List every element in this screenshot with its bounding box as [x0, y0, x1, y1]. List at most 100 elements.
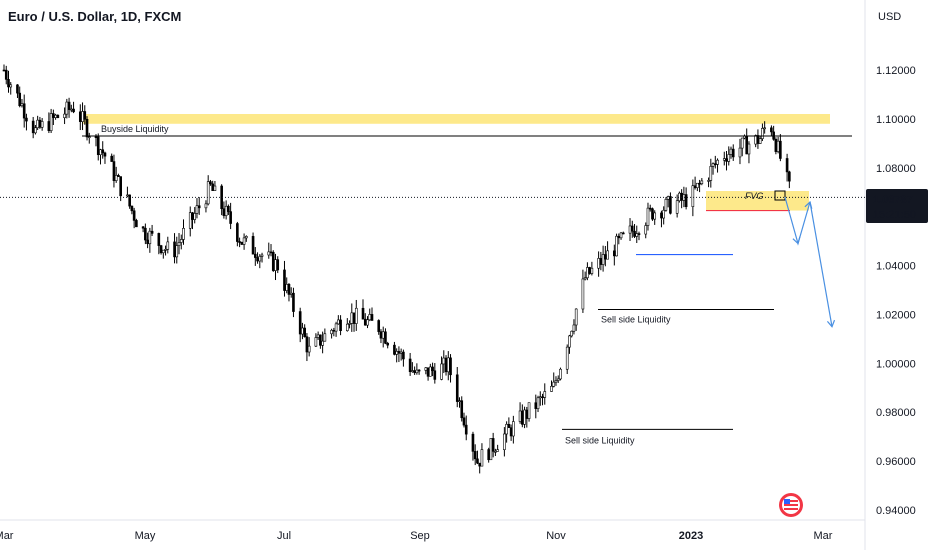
bull-candle-body	[442, 357, 446, 365]
bear-candle-body	[417, 369, 421, 372]
bull-candle-body	[267, 251, 271, 256]
bear-candle-body	[725, 158, 728, 162]
bear-candle-body	[491, 438, 495, 452]
time-tick-label: Nov	[546, 530, 566, 542]
bull-candle-body	[440, 363, 443, 380]
bear-candle-body	[52, 113, 55, 118]
bear-candle-body	[413, 370, 416, 374]
bull-candle-body	[503, 433, 506, 450]
bear-candle-body	[630, 225, 634, 232]
price-tick-label: 1.10000	[876, 114, 916, 126]
bear-candle-body	[256, 257, 259, 262]
bull-candle-body	[722, 158, 726, 161]
bull-candle-body	[675, 200, 679, 214]
bull-candle-body	[65, 101, 69, 115]
bull-candle-body	[9, 84, 13, 88]
plot-area[interactable]	[0, 0, 865, 520]
bull-candle-body	[619, 232, 623, 239]
time-tick-label: 2023	[679, 530, 703, 542]
bull-candle-body	[646, 207, 650, 226]
bear-candle-body	[731, 148, 735, 158]
bear-candle-body	[473, 451, 477, 460]
bear-candle-body	[292, 292, 295, 312]
bear-candle-body	[191, 212, 194, 220]
bear-candle-body	[402, 351, 405, 360]
bull-candle-body	[368, 314, 372, 321]
chart-title: Euro / U.S. Dollar, 1D, FXCM	[8, 9, 182, 24]
time-axis-labels[interactable]: Mar May Jul Sep Nov 2023 Mar	[0, 530, 833, 542]
bull-candle-body	[307, 345, 311, 353]
bull-candle-body	[49, 113, 53, 132]
bull-candle-body	[274, 259, 277, 271]
fvg-zone[interactable]	[706, 191, 809, 211]
bull-candle-body	[570, 330, 574, 337]
sell-side-liquidity-label-2: Sell side Liquidity	[565, 435, 635, 445]
bear-candle-body	[101, 149, 105, 154]
bull-candle-body	[337, 319, 340, 325]
bull-candle-body	[572, 324, 576, 332]
bear-candle-body	[222, 208, 226, 216]
bear-candle-body	[4, 69, 8, 80]
bull-candle-body	[350, 312, 354, 324]
bull-candle-body	[568, 335, 571, 348]
bear-candle-body	[444, 357, 448, 373]
bull-candle-body	[615, 235, 618, 257]
bull-candle-body	[761, 128, 764, 139]
bull-candle-body	[34, 127, 37, 134]
bull-candle-body	[711, 163, 715, 167]
bull-candle-body	[489, 438, 493, 461]
bull-candle-body	[653, 212, 657, 220]
bear-candle-body	[112, 161, 116, 181]
bear-candle-body	[236, 223, 239, 242]
us-flag-icon[interactable]	[779, 493, 803, 517]
bull-candle-body	[36, 119, 39, 129]
bear-candle-body	[209, 181, 212, 185]
bull-candle-body	[458, 400, 461, 402]
bear-candle-body	[298, 311, 302, 335]
bull-candle-body	[727, 154, 731, 162]
bull-candle-body	[415, 369, 419, 374]
sell-side-liquidity-label-1: Sell side Liquidity	[601, 315, 671, 325]
bull-candle-body	[763, 127, 766, 130]
price-axis-labels[interactable]: 1.120001.100001.080001.060001.040001.020…	[876, 65, 916, 517]
bear-candle-body	[253, 253, 257, 258]
bear-candle-body	[426, 367, 430, 377]
bear-candle-body	[476, 458, 479, 464]
bear-candle-body	[38, 119, 42, 128]
fvg-marker-box[interactable]	[774, 190, 786, 201]
bear-candle-body	[361, 307, 365, 320]
bear-candle-body	[78, 111, 82, 122]
bull-candle-body	[204, 203, 208, 209]
bear-candle-body	[16, 84, 19, 94]
bull-candle-body	[554, 380, 558, 383]
bull-candle-body	[164, 248, 167, 251]
buyside-zone[interactable]	[82, 114, 830, 124]
bear-candle-body	[238, 241, 241, 243]
bull-candle-body	[206, 181, 210, 205]
bull-candle-body	[126, 194, 129, 197]
bear-candle-body	[507, 423, 511, 428]
bear-candle-body	[130, 205, 134, 212]
bear-candle-body	[756, 135, 760, 144]
bear-candle-body	[379, 331, 383, 339]
bull-candle-body	[63, 113, 66, 119]
bull-candle-body	[606, 250, 609, 260]
bear-candle-body	[128, 194, 131, 207]
bull-candle-body	[758, 138, 762, 144]
bear-candle-body	[146, 239, 149, 245]
projection-path[interactable]	[784, 196, 833, 327]
bear-candle-body	[144, 227, 147, 241]
current-price-tag	[866, 189, 928, 223]
bear-candle-body	[173, 241, 176, 258]
bull-candle-body	[260, 254, 264, 257]
bull-candle-body	[20, 103, 24, 107]
bear-candle-body	[471, 433, 475, 452]
bear-candle-body	[534, 402, 538, 409]
bear-candle-body	[305, 336, 309, 353]
bull-candle-body	[81, 111, 84, 122]
bull-candle-body	[87, 136, 91, 138]
bear-candle-body	[487, 449, 490, 461]
bear-candle-body	[637, 233, 641, 235]
